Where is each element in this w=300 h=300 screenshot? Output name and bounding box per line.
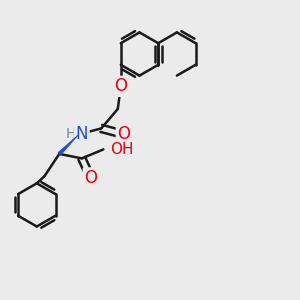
Text: H: H — [66, 128, 76, 141]
Text: O: O — [84, 169, 97, 187]
Text: O: O — [114, 77, 127, 95]
Polygon shape — [58, 134, 79, 155]
Text: N: N — [76, 125, 88, 143]
Text: O: O — [117, 125, 130, 143]
Text: OH: OH — [110, 142, 134, 157]
